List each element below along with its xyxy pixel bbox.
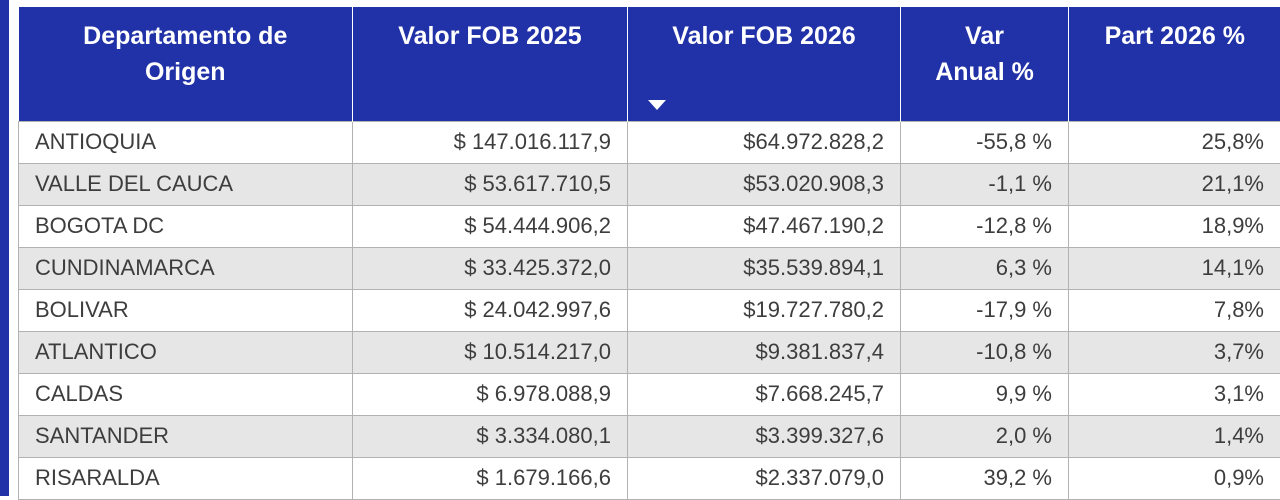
cell-part-2026: 3,7% — [1069, 331, 1280, 373]
cell-var-anual: -17,9 % — [901, 289, 1069, 331]
cell-fob-2026: $7.668.245,7 — [628, 373, 901, 415]
cell-var-anual: -55,8 % — [901, 121, 1069, 163]
cell-fob-2025: $ 10.514.217,0 — [353, 331, 628, 373]
cell-fob-2026: $2.337.079,0 — [628, 457, 901, 499]
column-header-valor-fob-2025[interactable]: Valor FOB 2025 — [353, 7, 628, 121]
cell-department: CUNDINAMARCA — [19, 247, 353, 289]
cell-fob-2025: $ 6.978.088,9 — [353, 373, 628, 415]
table-row[interactable]: VALLE DEL CAUCA $ 53.617.710,5 $53.020.9… — [19, 163, 1280, 205]
table-body: ANTIOQUIA $ 147.016.117,9 $64.972.828,2 … — [19, 121, 1280, 499]
cell-fob-2026: $47.467.190,2 — [628, 205, 901, 247]
column-header-part-2026[interactable]: Part 2026 % — [1069, 7, 1280, 121]
cell-department: CALDAS — [19, 373, 353, 415]
cell-var-anual: 9,9 % — [901, 373, 1069, 415]
cell-fob-2026: $3.399.327,6 — [628, 415, 901, 457]
cell-var-anual: 6,3 % — [901, 247, 1069, 289]
cell-fob-2026: $53.020.908,3 — [628, 163, 901, 205]
cell-part-2026: 1,4% — [1069, 415, 1280, 457]
cell-var-anual: -1,1 % — [901, 163, 1069, 205]
column-header-label: Departamento de Origen — [83, 19, 287, 90]
table-row[interactable]: ATLANTICO $ 10.514.217,0 $9.381.837,4 -1… — [19, 331, 1280, 373]
sort-descending-icon[interactable] — [648, 100, 666, 110]
cell-var-anual: -12,8 % — [901, 205, 1069, 247]
cell-part-2026: 21,1% — [1069, 163, 1280, 205]
table-row[interactable]: CALDAS $ 6.978.088,9 $7.668.245,7 9,9 % … — [19, 373, 1280, 415]
cell-department: ATLANTICO — [19, 331, 353, 373]
cell-fob-2025: $ 33.425.372,0 — [353, 247, 628, 289]
cell-fob-2025: $ 53.617.710,5 — [353, 163, 628, 205]
table-row[interactable]: ANTIOQUIA $ 147.016.117,9 $64.972.828,2 … — [19, 121, 1280, 163]
cell-department: RISARALDA — [19, 457, 353, 499]
cell-fob-2026: $19.727.780,2 — [628, 289, 901, 331]
cell-department: BOLIVAR — [19, 289, 353, 331]
cell-fob-2026: $35.539.894,1 — [628, 247, 901, 289]
column-header-label: Valor FOB 2025 — [398, 19, 581, 55]
table-header-row: Departamento de Origen Valor FOB 2025 Va… — [19, 7, 1280, 121]
table-row[interactable]: BOLIVAR $ 24.042.997,6 $19.727.780,2 -17… — [19, 289, 1280, 331]
cell-var-anual: 39,2 % — [901, 457, 1069, 499]
column-header-label: Var Anual % — [935, 19, 1034, 90]
fob-by-department-table: Departamento de Origen Valor FOB 2025 Va… — [18, 7, 1280, 500]
table-row[interactable]: RISARALDA $ 1.679.166,6 $2.337.079,0 39,… — [19, 457, 1280, 499]
cell-var-anual: 2,0 % — [901, 415, 1069, 457]
table-row[interactable]: CUNDINAMARCA $ 33.425.372,0 $35.539.894,… — [19, 247, 1280, 289]
cell-var-anual: -10,8 % — [901, 331, 1069, 373]
cell-fob-2025: $ 24.042.997,6 — [353, 289, 628, 331]
column-header-var-anual[interactable]: Var Anual % — [901, 7, 1069, 121]
cell-part-2026: 18,9% — [1069, 205, 1280, 247]
cell-fob-2026: $64.972.828,2 — [628, 121, 901, 163]
cell-department: SANTANDER — [19, 415, 353, 457]
column-header-label: Valor FOB 2026 — [672, 19, 855, 55]
cell-part-2026: 3,1% — [1069, 373, 1280, 415]
table-row[interactable]: BOGOTA DC $ 54.444.906,2 $47.467.190,2 -… — [19, 205, 1280, 247]
cell-part-2026: 7,8% — [1069, 289, 1280, 331]
left-accent-strip — [0, 0, 9, 496]
cell-fob-2026: $9.381.837,4 — [628, 331, 901, 373]
cell-part-2026: 0,9% — [1069, 457, 1280, 499]
cell-part-2026: 14,1% — [1069, 247, 1280, 289]
cell-fob-2025: $ 54.444.906,2 — [353, 205, 628, 247]
cell-department: BOGOTA DC — [19, 205, 353, 247]
column-header-departamento-origen[interactable]: Departamento de Origen — [19, 7, 353, 121]
cell-department: VALLE DEL CAUCA — [19, 163, 353, 205]
cell-fob-2025: $ 1.679.166,6 — [353, 457, 628, 499]
cell-part-2026: 25,8% — [1069, 121, 1280, 163]
cell-fob-2025: $ 147.016.117,9 — [353, 121, 628, 163]
cell-fob-2025: $ 3.334.080,1 — [353, 415, 628, 457]
column-header-label: Part 2026 % — [1105, 19, 1245, 55]
table-row[interactable]: SANTANDER $ 3.334.080,1 $3.399.327,6 2,0… — [19, 415, 1280, 457]
column-header-valor-fob-2026[interactable]: Valor FOB 2026 — [628, 7, 901, 121]
cell-department: ANTIOQUIA — [19, 121, 353, 163]
